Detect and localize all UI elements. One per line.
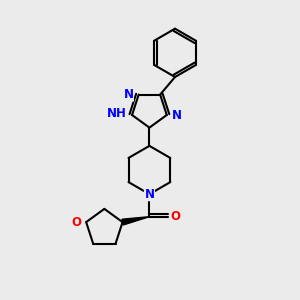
Polygon shape	[122, 217, 149, 225]
Text: NH: NH	[107, 107, 127, 120]
Text: O: O	[72, 216, 82, 229]
Text: N: N	[123, 88, 134, 101]
Text: O: O	[170, 210, 181, 223]
Text: N: N	[144, 188, 154, 201]
Text: N: N	[172, 109, 182, 122]
